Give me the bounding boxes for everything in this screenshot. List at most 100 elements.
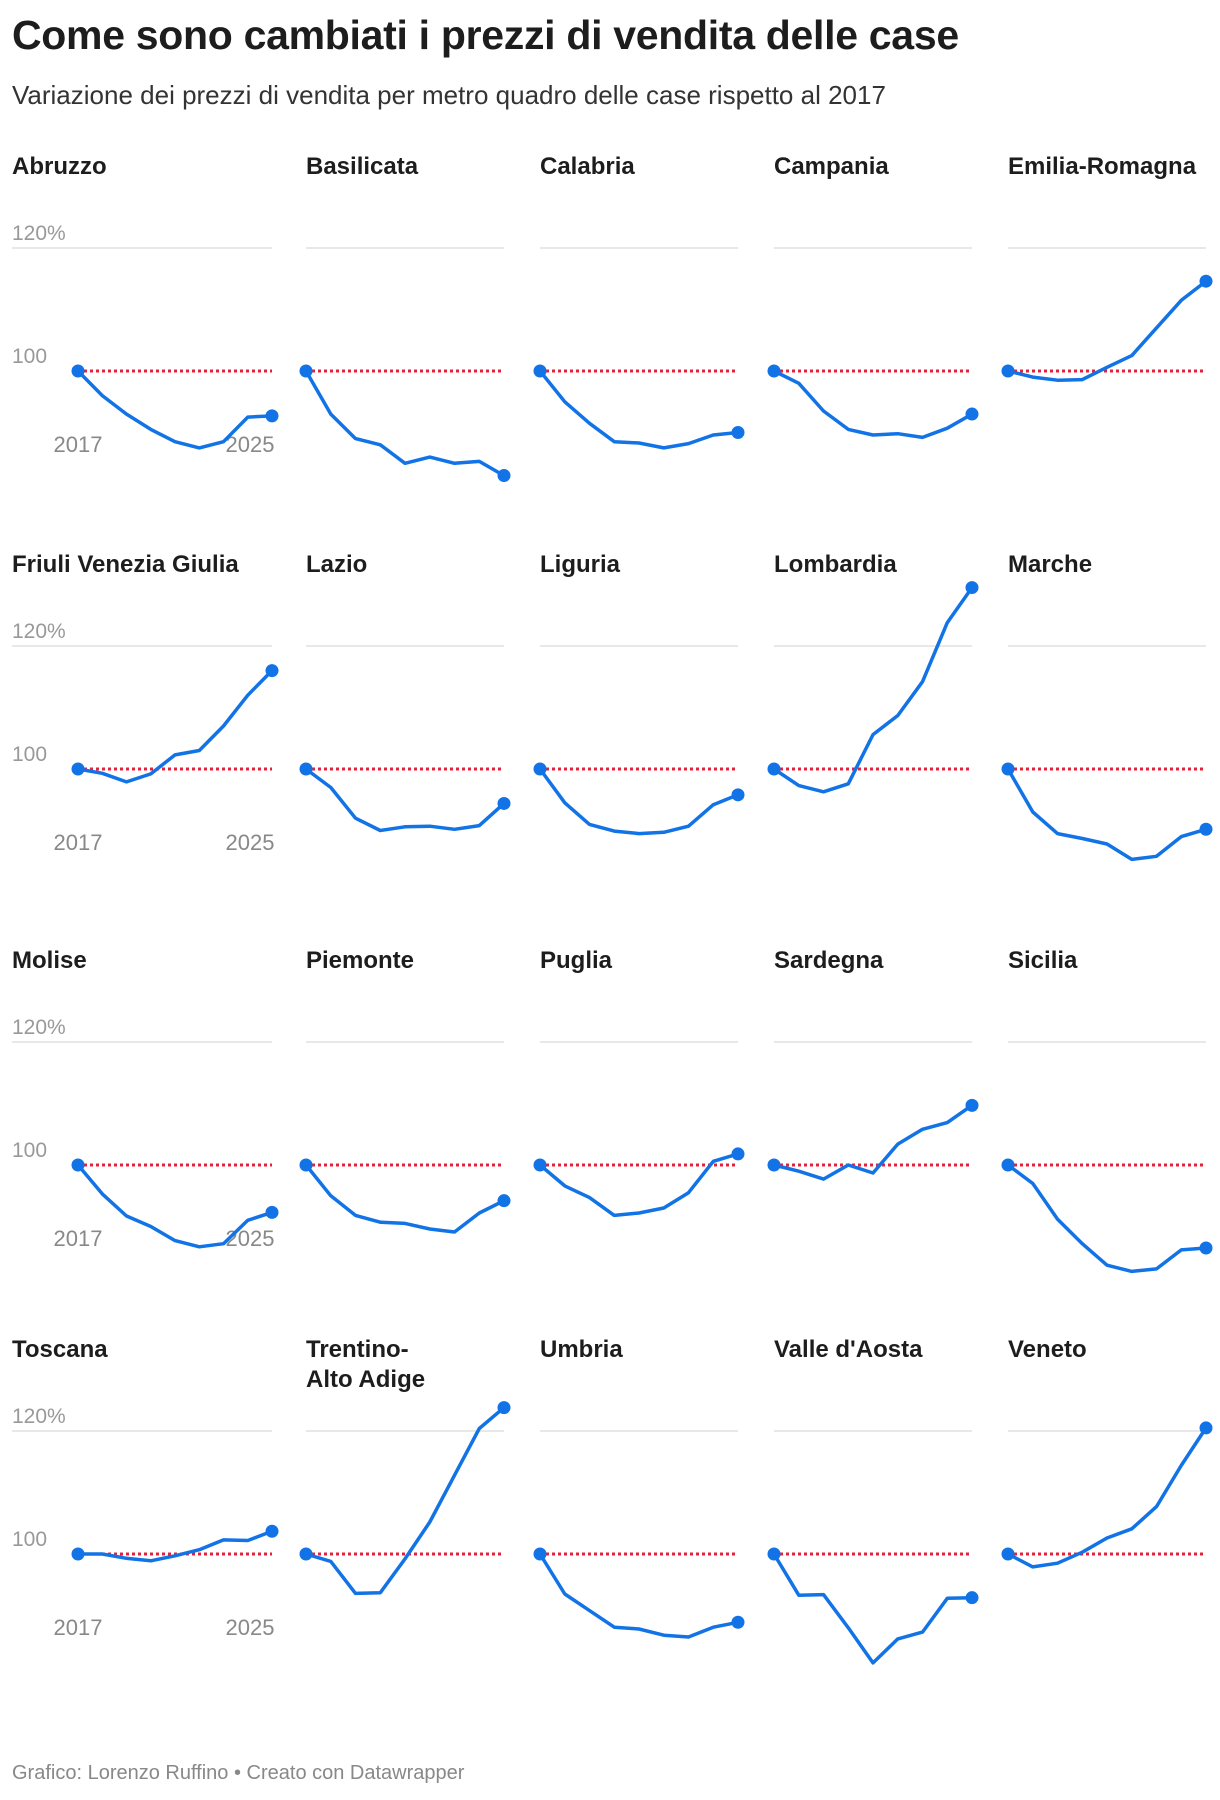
end-point — [265, 664, 279, 678]
series-line — [1006, 1163, 1208, 1274]
panel-abruzzo: Abruzzo 120% 100 2017 2025 — [12, 153, 279, 457]
end-point — [1199, 822, 1213, 836]
series-line — [1006, 767, 1208, 862]
y-tick-label-100: 100 — [12, 1139, 47, 1162]
end-point — [497, 796, 511, 810]
end-point — [965, 1591, 979, 1605]
page-title: Come sono cambiati i prezzi di vendita d… — [12, 12, 959, 58]
panel-title: Puglia — [540, 947, 613, 974]
panel-title: Piemonte — [306, 947, 414, 974]
start-point — [299, 1547, 313, 1561]
y-tick-label-100: 100 — [12, 345, 47, 368]
start-point — [299, 364, 313, 378]
panel-campania: Campania — [767, 153, 979, 440]
end-point — [1199, 274, 1213, 288]
series-line — [304, 369, 506, 478]
start-point — [71, 1158, 85, 1172]
panel-title: Campania — [774, 153, 889, 180]
panel-title: Calabria — [540, 153, 635, 180]
panel-veneto: Veneto — [1001, 1336, 1213, 1569]
x-tick-label-end: 2025 — [226, 830, 275, 855]
panel-umbria: Umbria — [533, 1336, 745, 1639]
panel-liguria: Liguria — [533, 551, 745, 836]
end-point — [731, 788, 745, 802]
series-line — [538, 369, 740, 450]
start-point — [767, 1158, 781, 1172]
series-line — [76, 1163, 274, 1249]
x-tick-label-start: 2017 — [54, 1615, 103, 1640]
series-line — [304, 1163, 506, 1234]
series-line — [538, 767, 740, 836]
panel-title: Molise — [12, 947, 87, 974]
start-point — [533, 1547, 547, 1561]
start-point — [71, 364, 85, 378]
y-tick-label-120: 120% — [12, 620, 66, 643]
start-point — [767, 762, 781, 776]
y-tick-label-120: 120% — [12, 222, 66, 245]
start-point — [767, 1547, 781, 1561]
start-point — [1001, 364, 1015, 378]
panel-emilia-romagna: Emilia-Romagna — [1001, 153, 1213, 382]
start-point — [767, 364, 781, 378]
panel-title: Friuli Venezia Giulia — [12, 551, 239, 578]
end-point — [265, 1205, 279, 1219]
end-point — [497, 469, 511, 483]
end-point — [497, 1194, 511, 1208]
panel-lombardia: Lombardia — [767, 551, 979, 794]
series-line — [76, 668, 274, 784]
start-point — [71, 762, 85, 776]
panel-marche: Marche — [1001, 551, 1213, 862]
end-point — [731, 426, 745, 439]
start-point — [533, 762, 547, 776]
panel-toscana: Toscana 120% 100 2017 2025 — [12, 1336, 279, 1640]
series-line — [538, 1152, 740, 1218]
panel-title: Sicilia — [1008, 947, 1078, 974]
end-point — [965, 407, 979, 421]
panel-title: Trentino- — [306, 1336, 409, 1363]
end-point — [731, 1615, 745, 1629]
series-line — [1006, 279, 1208, 382]
panel-lazio: Lazio — [299, 551, 511, 833]
panel-title: Liguria — [540, 551, 621, 578]
start-point — [533, 1158, 547, 1172]
x-tick-label-end: 2025 — [226, 1615, 275, 1640]
panel-title: Veneto — [1008, 1336, 1087, 1363]
panel-calabria: Calabria — [533, 153, 745, 450]
end-point — [1199, 1241, 1213, 1255]
y-tick-label-120: 120% — [12, 1405, 66, 1428]
end-point — [1199, 1421, 1213, 1435]
series-line — [76, 369, 274, 450]
panel-sicilia: Sicilia — [1001, 947, 1213, 1274]
panel-title: Valle d'Aosta — [774, 1336, 923, 1363]
start-point — [299, 762, 313, 776]
y-tick-label-100: 100 — [12, 743, 47, 766]
panel-title: Abruzzo — [12, 153, 107, 180]
panel-sardegna: Sardegna — [767, 947, 979, 1181]
start-point — [1001, 762, 1015, 776]
end-point — [265, 1524, 279, 1538]
panel-title: Emilia-Romagna — [1008, 153, 1197, 180]
x-tick-label-start: 2017 — [54, 432, 103, 457]
panel-title: Lombardia — [774, 551, 897, 578]
panel-molise: Molise 120% 100 2017 2025 — [12, 947, 279, 1251]
end-point — [731, 1147, 745, 1161]
panel-basilicata: Basilicata — [299, 153, 511, 483]
footer-separator: • — [228, 1762, 247, 1784]
panel-trentino-alto-adige: Trentino- Alto Adige — [299, 1336, 511, 1596]
footer-credit: Grafico: Lorenzo Ruffino — [12, 1762, 229, 1784]
panel-puglia: Puglia — [533, 947, 745, 1218]
x-tick-label-end: 2025 — [226, 432, 275, 457]
series-line — [76, 1529, 274, 1563]
panel-title: Umbria — [540, 1336, 623, 1363]
series-line — [1006, 1426, 1208, 1569]
start-point — [1001, 1158, 1015, 1172]
start-point — [299, 1158, 313, 1172]
footer: Grafico: Lorenzo Ruffino • Creato con Da… — [12, 1762, 464, 1785]
panel-title: Sardegna — [774, 947, 884, 974]
end-point — [265, 409, 279, 423]
panel-title: Basilicata — [306, 153, 419, 180]
footer-tool-link[interactable]: Creato con Datawrapper — [246, 1762, 465, 1784]
page-subtitle: Variazione dei prezzi di vendita per met… — [12, 80, 886, 110]
x-tick-label-start: 2017 — [54, 1226, 103, 1251]
y-tick-label-120: 120% — [12, 1016, 66, 1039]
